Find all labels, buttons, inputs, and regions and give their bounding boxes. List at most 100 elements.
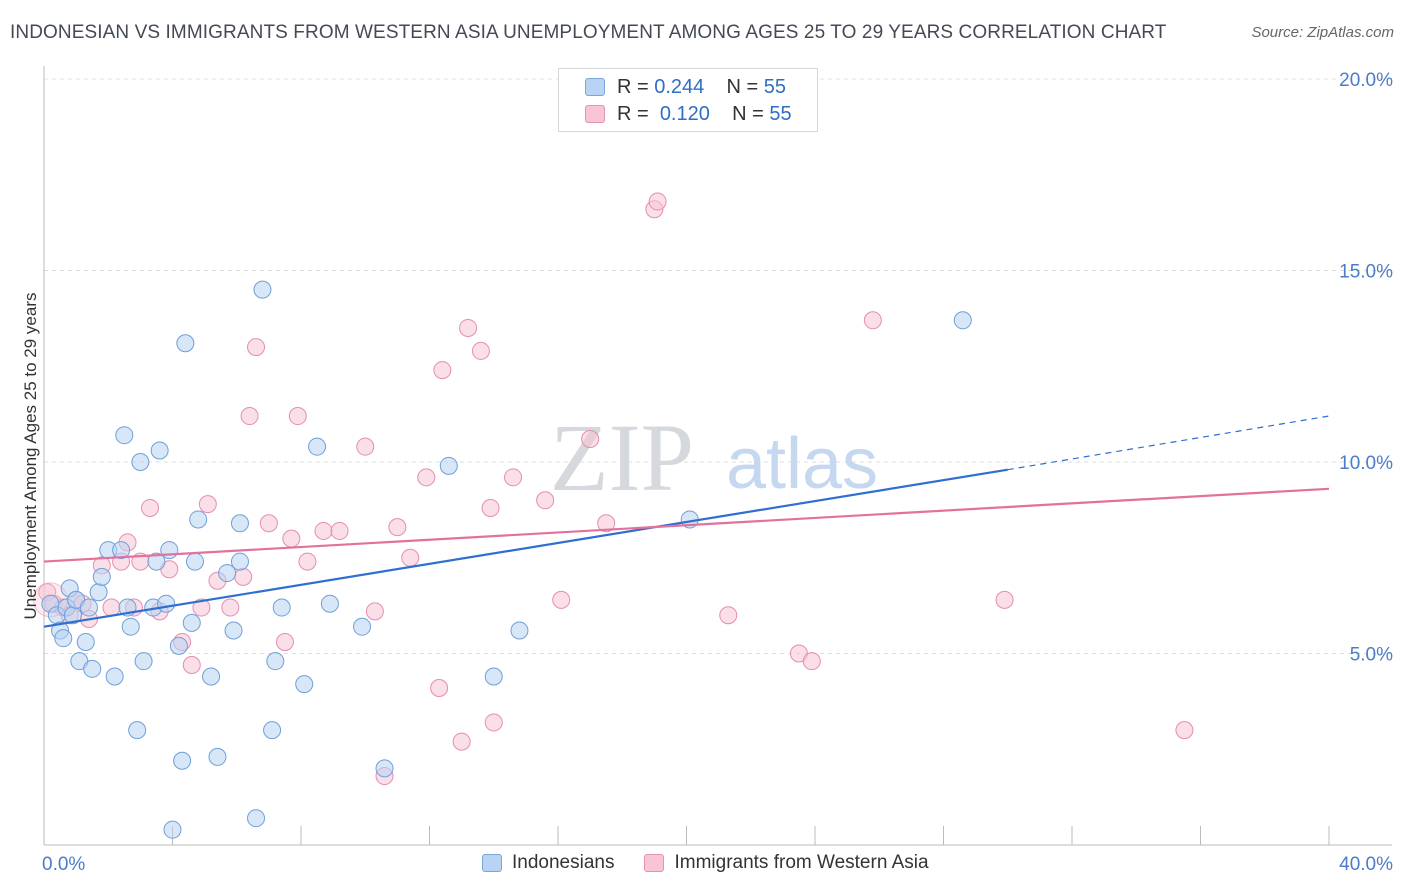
watermark-zip: ZIP: [550, 404, 694, 511]
data-point-indonesians: [79, 598, 98, 617]
data-point-western-asia: [401, 548, 420, 567]
data-point-indonesians: [189, 510, 208, 529]
data-point-western-asia: [648, 192, 667, 211]
legend-r-value: 0.120: [659, 102, 710, 125]
x-tick-label: 40.0%: [1339, 854, 1393, 875]
data-point-indonesians: [150, 441, 169, 460]
data-point-indonesians: [83, 659, 102, 678]
data-point-western-asia: [863, 311, 882, 330]
data-point-western-asia: [995, 590, 1014, 609]
data-point-western-asia: [234, 567, 253, 586]
data-point-western-asia: [356, 437, 375, 456]
data-point-western-asia: [597, 514, 616, 533]
data-point-indonesians: [112, 541, 131, 560]
data-point-western-asia: [282, 529, 301, 548]
trend-lines: [43, 415, 1330, 628]
data-point-indonesians: [247, 809, 266, 828]
data-point-indonesians: [353, 617, 372, 636]
legend-row-indonesians: R = 0.244 N = 55: [585, 75, 786, 99]
data-point-indonesians: [185, 552, 204, 571]
data-point-indonesians: [147, 552, 166, 571]
data-point-indonesians: [76, 633, 95, 652]
data-point-indonesians: [182, 613, 201, 632]
tick-labels: 5.0% 10.0% 15.0% 20.0% 0.0% 40.0%: [42, 70, 1393, 875]
legend-n-label: N =: [726, 75, 759, 98]
legend-swatch-blue: [482, 854, 502, 872]
legend-r-label: R =: [617, 75, 649, 98]
data-point-western-asia: [388, 518, 407, 537]
data-point-indonesians: [484, 667, 503, 686]
data-point-western-asia: [459, 318, 478, 337]
data-point-western-asia: [221, 598, 240, 617]
data-point-indonesians: [163, 820, 182, 839]
data-point-western-asia: [365, 602, 384, 621]
data-point-western-asia: [719, 606, 738, 625]
trend-line-indonesians-extension: [1007, 415, 1330, 471]
data-point-western-asia: [481, 498, 500, 517]
legend-label-western-asia: Immigrants from Western Asia: [674, 852, 929, 873]
data-point-indonesians: [320, 594, 339, 613]
chart-title: INDONESIAN VS IMMIGRANTS FROM WESTERN AS…: [10, 22, 1167, 43]
data-point-western-asia: [259, 514, 278, 533]
data-point-western-asia: [433, 361, 452, 380]
data-point-indonesians: [121, 617, 140, 636]
data-point-indonesians: [953, 311, 972, 330]
x-tick-label: 0.0%: [42, 854, 85, 875]
data-point-western-asia: [288, 407, 307, 426]
data-point-indonesians: [266, 652, 285, 671]
data-point-western-asia: [471, 341, 490, 360]
watermark-atlas: atlas: [726, 424, 878, 504]
data-point-western-asia: [417, 468, 436, 487]
data-point-indonesians: [115, 426, 134, 445]
legend-r-value: 0.244: [654, 75, 705, 98]
data-point-western-asia: [581, 430, 600, 449]
data-point-western-asia: [802, 652, 821, 671]
y-tick-label: 15.0%: [1339, 262, 1393, 283]
legend-swatch-blue: [585, 78, 605, 96]
y-tick-label: 10.0%: [1339, 453, 1393, 474]
data-point-indonesians: [375, 759, 394, 778]
data-point-indonesians: [157, 594, 176, 613]
data-point-western-asia: [430, 678, 449, 697]
data-point-western-asia: [1175, 721, 1194, 740]
data-point-western-asia: [314, 521, 333, 540]
data-point-western-asia: [330, 521, 349, 540]
legend-label-indonesians: Indonesians: [512, 852, 615, 873]
legend-item-indonesians[interactable]: Indonesians: [482, 852, 614, 874]
series-legend: Indonesians Immigrants from Western Asia: [482, 852, 959, 874]
data-point-indonesians: [218, 564, 237, 583]
legend-r-label: R =: [617, 102, 649, 125]
trend-line-western-asia: [43, 487, 1330, 563]
legend-n-value: 55: [763, 75, 787, 98]
data-point-indonesians: [230, 552, 249, 571]
axes: [43, 66, 1392, 846]
data-point-indonesians: [202, 667, 221, 686]
data-point-western-asia: [298, 552, 317, 571]
data-point-indonesians: [253, 280, 272, 299]
data-point-indonesians: [208, 747, 227, 766]
data-point-indonesians: [176, 334, 195, 353]
y-tick-label: 20.0%: [1339, 70, 1393, 91]
data-point-indonesians: [160, 541, 179, 560]
trend-line-indonesians: [43, 468, 1008, 628]
data-point-indonesians: [295, 675, 314, 694]
data-point-indonesians: [510, 621, 529, 640]
data-point-western-asia: [536, 491, 555, 510]
watermark: ZIP atlas: [550, 404, 878, 511]
legend-n-label: N =: [732, 102, 764, 125]
data-point-indonesians: [439, 456, 458, 475]
legend-swatch-pink: [585, 105, 605, 123]
data-point-indonesians: [169, 636, 188, 655]
data-point-indonesians: [224, 621, 243, 640]
data-point-indonesians: [92, 567, 111, 586]
data-point-indonesians: [128, 721, 147, 740]
data-point-western-asia: [141, 498, 160, 517]
correlation-legend: R = 0.244 N = 55 R = 0.120 N = 55: [558, 68, 818, 132]
data-point-indonesians: [134, 652, 153, 671]
data-point-western-asia: [275, 633, 294, 652]
y-tick-label: 5.0%: [1350, 645, 1393, 666]
data-point-western-asia: [504, 468, 523, 487]
data-point-indonesians: [263, 721, 282, 740]
data-point-indonesians: [54, 629, 73, 648]
legend-item-western-asia[interactable]: Immigrants from Western Asia: [644, 852, 929, 874]
